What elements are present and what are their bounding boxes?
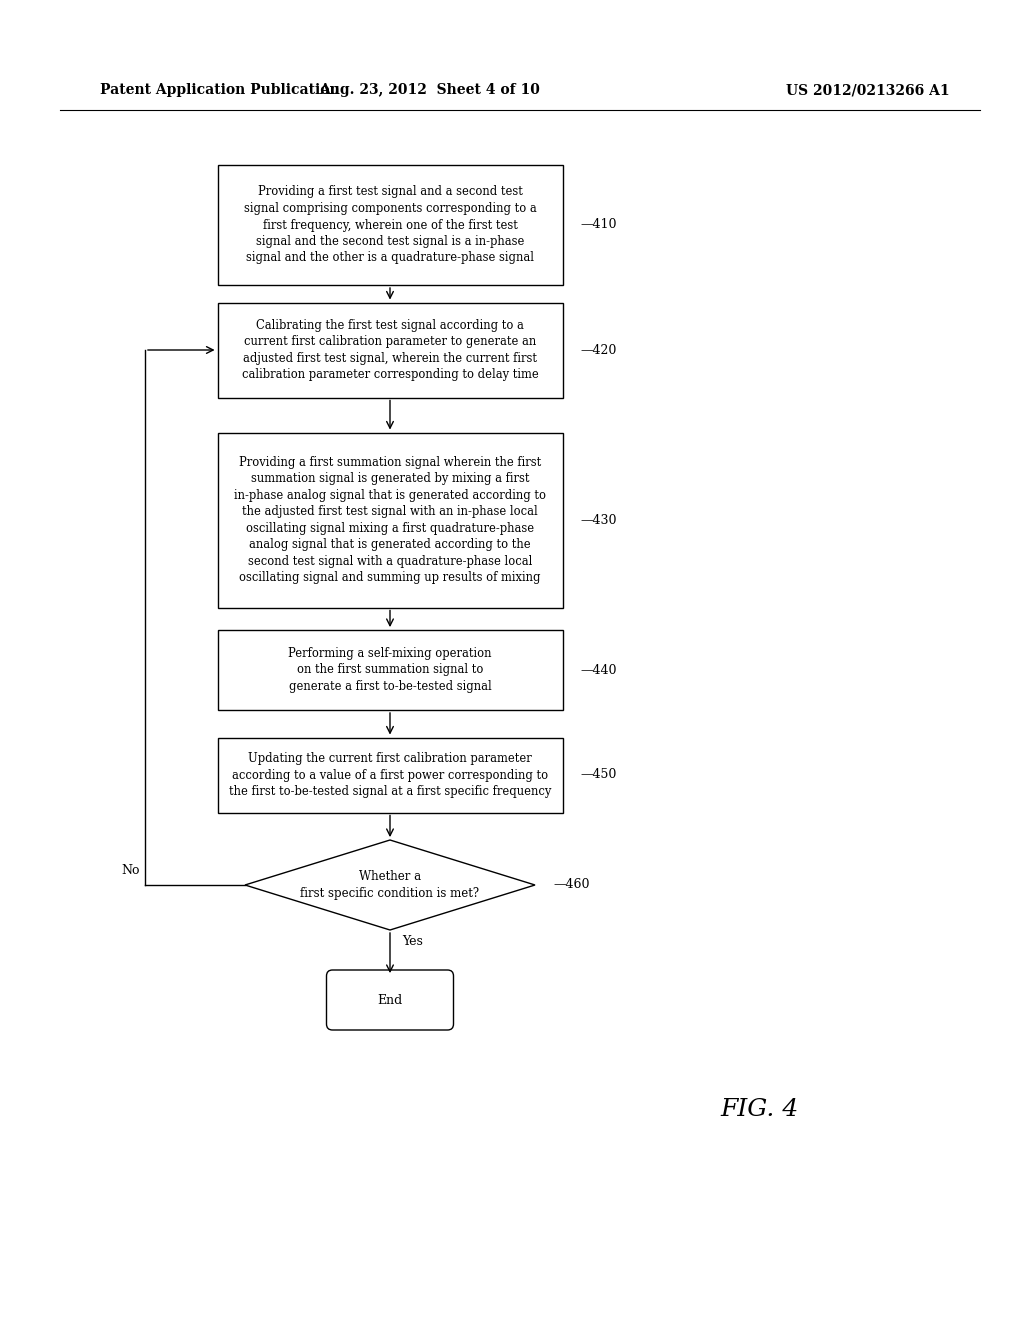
Text: —450: —450 <box>581 768 616 781</box>
Text: Providing a first test signal and a second test
signal comprising components cor: Providing a first test signal and a seco… <box>244 186 537 264</box>
Text: Updating the current first calibration parameter
according to a value of a first: Updating the current first calibration p… <box>228 752 551 799</box>
FancyBboxPatch shape <box>327 970 454 1030</box>
Text: Yes: Yes <box>402 935 423 948</box>
Text: Calibrating the first test signal according to a
current first calibration param: Calibrating the first test signal accord… <box>242 318 539 381</box>
Text: End: End <box>378 994 402 1006</box>
Text: Patent Application Publication: Patent Application Publication <box>100 83 340 96</box>
Text: Aug. 23, 2012  Sheet 4 of 10: Aug. 23, 2012 Sheet 4 of 10 <box>319 83 541 96</box>
FancyBboxPatch shape <box>217 738 562 813</box>
Text: —440: —440 <box>581 664 617 676</box>
FancyBboxPatch shape <box>217 165 562 285</box>
FancyBboxPatch shape <box>217 433 562 607</box>
FancyBboxPatch shape <box>217 302 562 397</box>
Text: FIG. 4: FIG. 4 <box>721 1098 799 1122</box>
FancyBboxPatch shape <box>217 630 562 710</box>
Text: Performing a self-mixing operation
on the first summation signal to
generate a f: Performing a self-mixing operation on th… <box>288 647 492 693</box>
Text: —410: —410 <box>581 219 617 231</box>
Text: US 2012/0213266 A1: US 2012/0213266 A1 <box>786 83 950 96</box>
Text: —430: —430 <box>581 513 617 527</box>
Text: Whether a
first specific condition is met?: Whether a first specific condition is me… <box>300 870 479 900</box>
Text: Providing a first summation signal wherein the first
summation signal is generat: Providing a first summation signal where… <box>234 455 546 585</box>
Polygon shape <box>245 840 535 931</box>
Text: —420: —420 <box>581 343 616 356</box>
Text: —460: —460 <box>553 879 590 891</box>
Text: No: No <box>122 865 140 876</box>
